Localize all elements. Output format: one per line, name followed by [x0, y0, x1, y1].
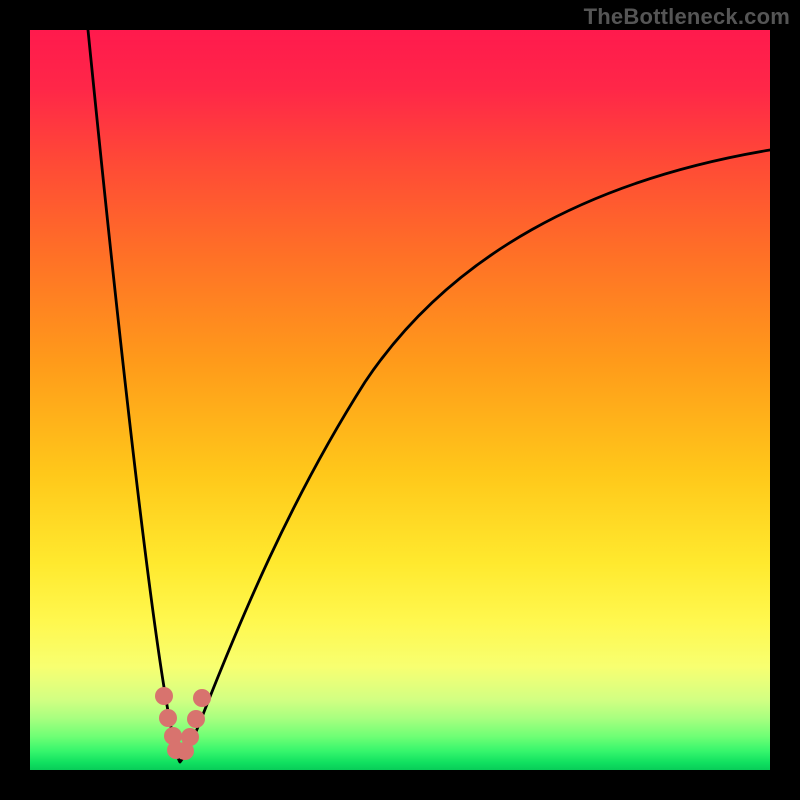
watermark-text: TheBottleneck.com — [584, 4, 790, 30]
dip-dots-group — [155, 687, 211, 760]
dip-dot — [155, 687, 173, 705]
dip-dot — [181, 728, 199, 746]
bottleneck-curve — [88, 30, 770, 762]
dip-dot — [187, 710, 205, 728]
dip-dot — [159, 709, 177, 727]
plot-area — [30, 30, 770, 770]
chart-frame: TheBottleneck.com — [0, 0, 800, 800]
dip-dot — [193, 689, 211, 707]
curve-layer — [30, 30, 770, 770]
